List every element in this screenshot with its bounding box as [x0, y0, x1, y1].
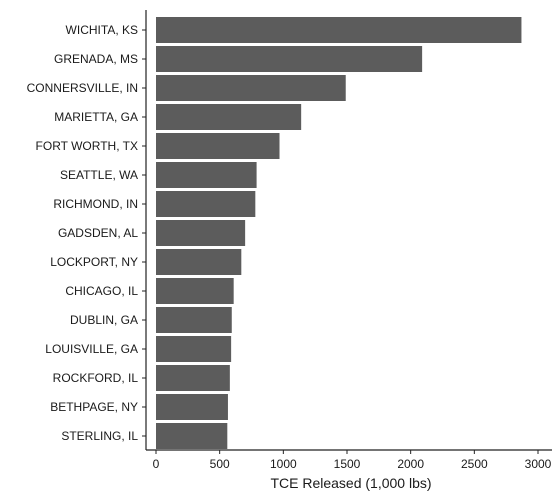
- x-tick-label-2500: 2500: [461, 457, 488, 471]
- category-label-marietta-ga: MARIETTA, GA: [54, 110, 138, 124]
- category-label-bethpage-ny: BETHPAGE, NY: [50, 400, 138, 414]
- bar-louisville-ga: [156, 336, 232, 362]
- bar-wichita-ks: [156, 17, 522, 43]
- bar-marietta-ga: [156, 104, 302, 130]
- x-axis-ticks: 0 500 1000 1500 2000 2500 3000: [153, 450, 552, 471]
- bar-lockport-ny: [156, 249, 242, 275]
- bar-connersville-in: [156, 75, 346, 101]
- bars-group: [156, 17, 522, 449]
- x-tick-label-0: 0: [153, 457, 160, 471]
- bar-rockford-il: [156, 365, 230, 391]
- bar-dublin-ga: [156, 307, 232, 333]
- category-label-wichita-ks: WICHITA, KS: [66, 23, 138, 37]
- bar-fort-worth-tx: [156, 133, 280, 159]
- category-label-chicago-il: CHICAGO, IL: [65, 284, 138, 298]
- category-label-richmond-in: RICHMOND, IN: [53, 197, 138, 211]
- category-label-rockford-il: ROCKFORD, IL: [53, 371, 139, 385]
- bar-sterling-il: [156, 423, 228, 449]
- category-label-connersville-in: CONNERSVILLE, IN: [27, 81, 138, 95]
- category-label-dublin-ga: DUBLIN, GA: [70, 313, 138, 327]
- x-tick-label-3000: 3000: [525, 457, 552, 471]
- category-label-louisville-ga: LOUISVILLE, GA: [45, 342, 138, 356]
- x-tick-label-2000: 2000: [397, 457, 424, 471]
- category-labels: WICHITA, KS GRENADA, MS CONNERSVILLE, IN MA…: [27, 23, 146, 443]
- category-label-sterling-il: STERLING, IL: [61, 429, 138, 443]
- category-label-seattle-wa: SEATTLE, WA: [60, 168, 138, 182]
- category-label-fort-worth-tx: FORT WORTH, TX: [36, 139, 138, 153]
- category-label-gadsden-al: GADSDEN, AL: [58, 226, 138, 240]
- bar-grenada-ms: [156, 46, 423, 72]
- bar-seattle-wa: [156, 162, 257, 188]
- bar-chicago-il: [156, 278, 234, 304]
- category-label-grenada-ms: GRENADA, MS: [54, 52, 138, 66]
- bar-bethpage-ny: [156, 394, 228, 420]
- category-label-lockport-ny: LOCKPORT, NY: [50, 255, 138, 269]
- x-tick-label-1000: 1000: [270, 457, 297, 471]
- x-tick-label-500: 500: [210, 457, 230, 471]
- bar-richmond-in: [156, 191, 256, 217]
- x-tick-label-1500: 1500: [334, 457, 361, 471]
- x-axis-title: TCE Released (1,000 lbs): [270, 475, 431, 491]
- bar-gadsden-al: [156, 220, 246, 246]
